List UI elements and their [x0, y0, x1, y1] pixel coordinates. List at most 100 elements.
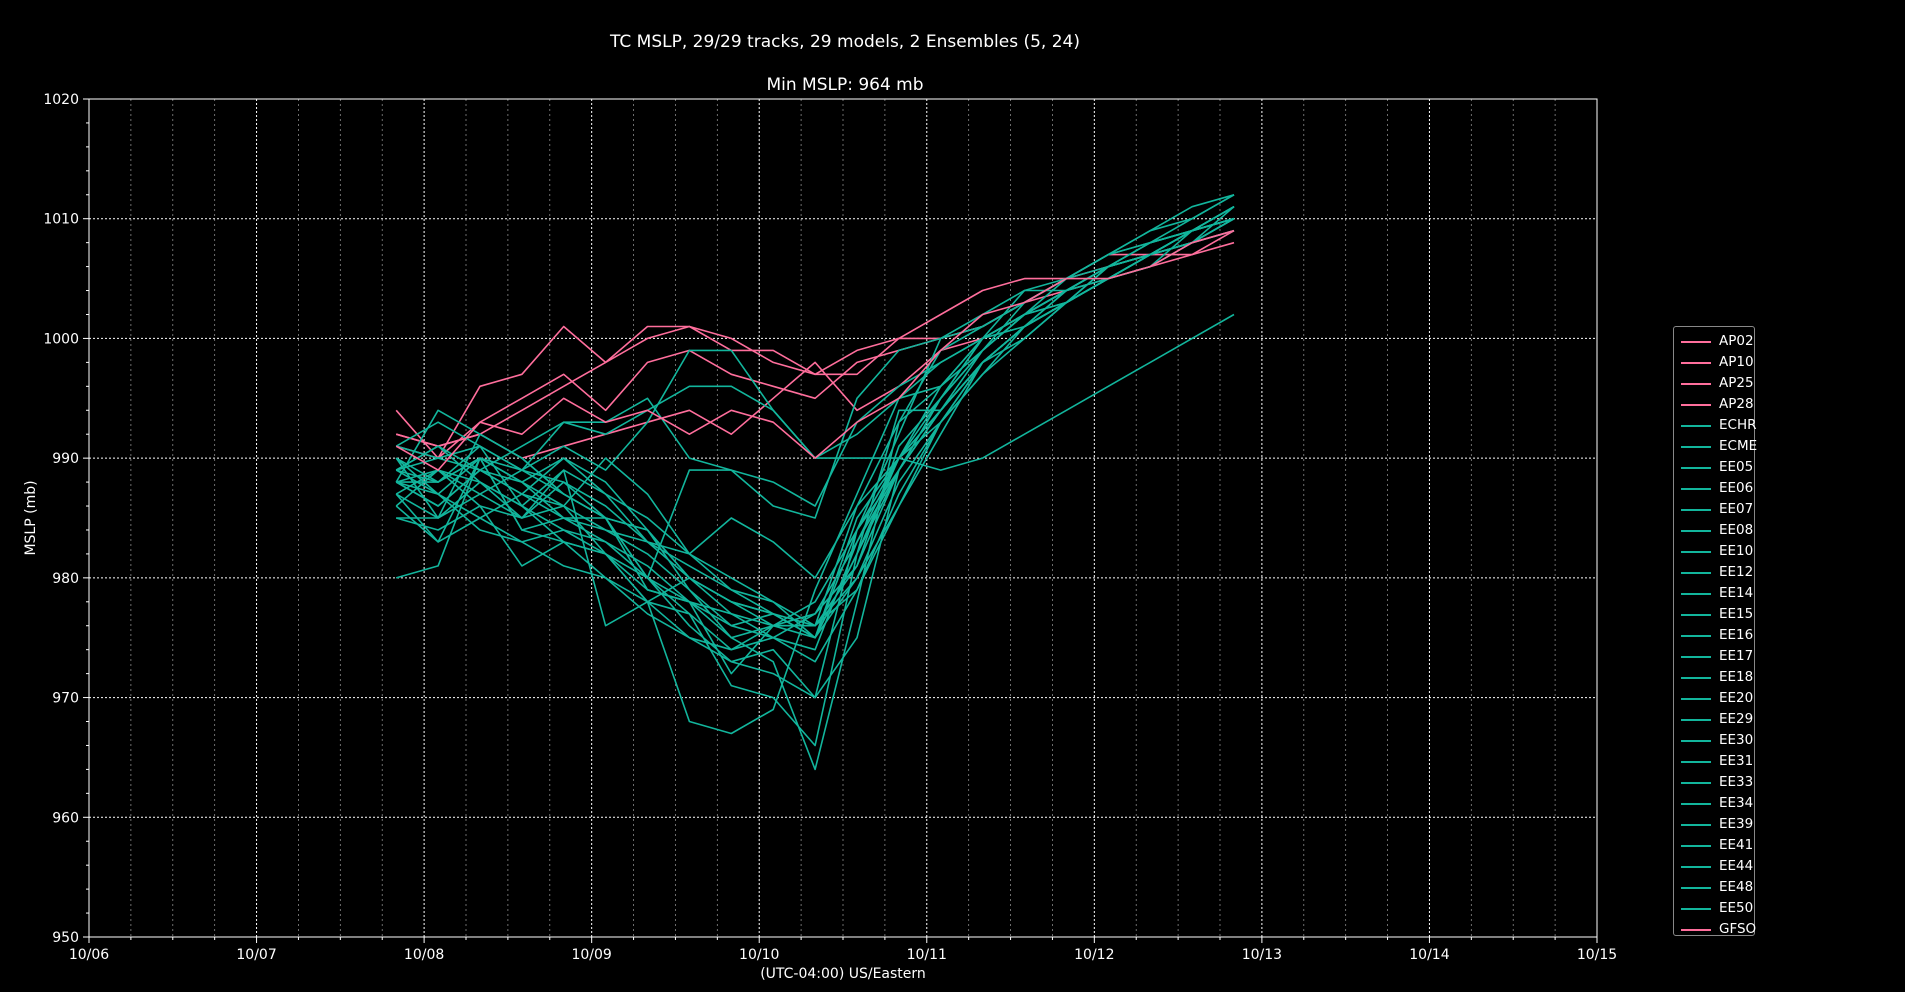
x-tick-label: 10/11 — [907, 947, 947, 963]
legend-label: EE34 — [1719, 795, 1754, 811]
y-tick-label: 1010 — [43, 212, 79, 228]
y-tick-label: 1020 — [43, 92, 79, 108]
legend-label: EE05 — [1719, 459, 1754, 475]
legend-swatch — [1681, 551, 1711, 553]
axis-ticks: 950 960 970 980 990 1000 1010 1020 10/06 10/07 10/… — [43, 92, 1617, 963]
series-line-ee31 — [395, 217, 1235, 579]
legend-item-ee31: EE31 — [1674, 751, 1754, 772]
legend-swatch — [1681, 509, 1711, 511]
x-tick-label: 10/08 — [404, 947, 444, 963]
legend-swatch — [1681, 698, 1711, 700]
x-tick-label: 10/07 — [236, 947, 276, 963]
legend-swatch — [1681, 824, 1711, 826]
legend-item-ap28: AP28 — [1674, 394, 1754, 415]
legend-swatch — [1681, 656, 1711, 658]
series-line-gfso — [395, 229, 1235, 471]
legend-swatch — [1681, 887, 1711, 889]
legend-swatch — [1681, 782, 1711, 784]
legend-label: EE39 — [1719, 816, 1754, 832]
series-line-ee44 — [395, 218, 1235, 663]
legend-swatch — [1681, 908, 1711, 910]
x-tick-label: 10/09 — [571, 947, 611, 963]
x-tick-label: 10/13 — [1242, 947, 1282, 963]
legend-item-echr: ECHR — [1674, 415, 1757, 436]
series-line-ee34 — [396, 217, 1235, 519]
legend-item-ee30: EE30 — [1674, 730, 1754, 751]
legend-label: EE12 — [1719, 564, 1754, 580]
legend-label: EE41 — [1719, 837, 1754, 853]
legend-label: EE29 — [1719, 711, 1754, 727]
legend-item-ee34: EE34 — [1674, 793, 1754, 814]
chart-subtitle: Min MSLP: 964 mb — [766, 75, 924, 95]
legend-label: EE33 — [1719, 774, 1754, 790]
legend-label: EE10 — [1719, 543, 1754, 559]
series-line-ee41 — [395, 206, 1235, 639]
y-tick-label: 990 — [52, 451, 79, 467]
y-tick-label: 960 — [52, 810, 79, 826]
legend-label: EE16 — [1719, 627, 1754, 643]
legend-swatch — [1681, 593, 1711, 595]
legend-label: GFSO — [1719, 921, 1757, 937]
legend-label: EE18 — [1719, 669, 1754, 685]
legend-swatch — [1681, 425, 1711, 427]
legend-swatch — [1681, 761, 1711, 763]
legend-label: EE07 — [1719, 501, 1754, 517]
legend-swatch — [1681, 677, 1711, 679]
x-tick-label: 10/12 — [1074, 947, 1114, 963]
legend-swatch — [1681, 845, 1711, 847]
series-line-ap28 — [395, 230, 1235, 459]
legend-item-ee05: EE05 — [1674, 457, 1754, 478]
series-line-ap02 — [395, 218, 1235, 448]
series-line-ee30 — [395, 313, 1235, 471]
y-axis-label: MSLP (mb) — [23, 480, 39, 555]
legend-label: EE14 — [1719, 585, 1754, 601]
y-tick-label: 980 — [52, 571, 79, 587]
x-tick-label: 10/14 — [1409, 947, 1449, 963]
legend-swatch — [1681, 740, 1711, 742]
legend-label: EE17 — [1719, 648, 1754, 664]
legend-item-ee18: EE18 — [1674, 667, 1754, 688]
legend-item-ee07: EE07 — [1674, 499, 1754, 520]
x-tick-label: 10/06 — [69, 947, 109, 963]
series-line-ee48 — [395, 206, 1235, 579]
legend-item-ap10: AP10 — [1674, 352, 1754, 373]
series-line-ee50 — [395, 206, 1235, 627]
legend-item-ee14: EE14 — [1674, 583, 1754, 604]
legend-item-ee39: EE39 — [1674, 814, 1754, 835]
x-axis-label: (UTC-04:00) US/Eastern — [760, 966, 926, 982]
x-tick-label: 10/10 — [739, 947, 779, 963]
legend-label: AP02 — [1719, 333, 1754, 349]
legend-swatch — [1681, 719, 1711, 721]
series-line-ee14 — [395, 218, 1235, 639]
legend-item-ee16: EE16 — [1674, 625, 1754, 646]
legend-label: EE30 — [1719, 732, 1754, 748]
legend-swatch — [1681, 467, 1711, 469]
y-tick-label: 1000 — [43, 331, 79, 347]
legend-item-ee17: EE17 — [1674, 646, 1754, 667]
grid — [88, 98, 1598, 938]
series-line-ap25 — [395, 241, 1235, 459]
legend-item-ee29: EE29 — [1674, 709, 1754, 730]
legend-swatch — [1681, 404, 1711, 406]
legend-label: EE31 — [1719, 753, 1754, 769]
legend-swatch — [1681, 803, 1711, 805]
legend-item-ee41: EE41 — [1674, 835, 1754, 856]
series-line-ee18 — [395, 206, 1235, 639]
legend-label: AP25 — [1719, 375, 1754, 391]
series-line-echr — [395, 206, 1235, 675]
y-tick-label: 950 — [52, 930, 79, 946]
legend-swatch — [1681, 446, 1711, 448]
legend-swatch — [1681, 383, 1711, 385]
legend-item-ee33: EE33 — [1674, 772, 1754, 793]
legend-label: ECHR — [1719, 417, 1757, 433]
legend-item-ee48: EE48 — [1674, 877, 1754, 898]
legend-swatch — [1681, 572, 1711, 574]
legend-item-ee06: EE06 — [1674, 478, 1754, 499]
legend-label: EE15 — [1719, 606, 1754, 622]
legend-swatch — [1681, 530, 1711, 532]
series-line-ee16 — [395, 217, 1235, 639]
legend-swatch — [1681, 635, 1711, 637]
series-lines — [395, 194, 1235, 771]
legend-item-ee50: EE50 — [1674, 898, 1754, 919]
